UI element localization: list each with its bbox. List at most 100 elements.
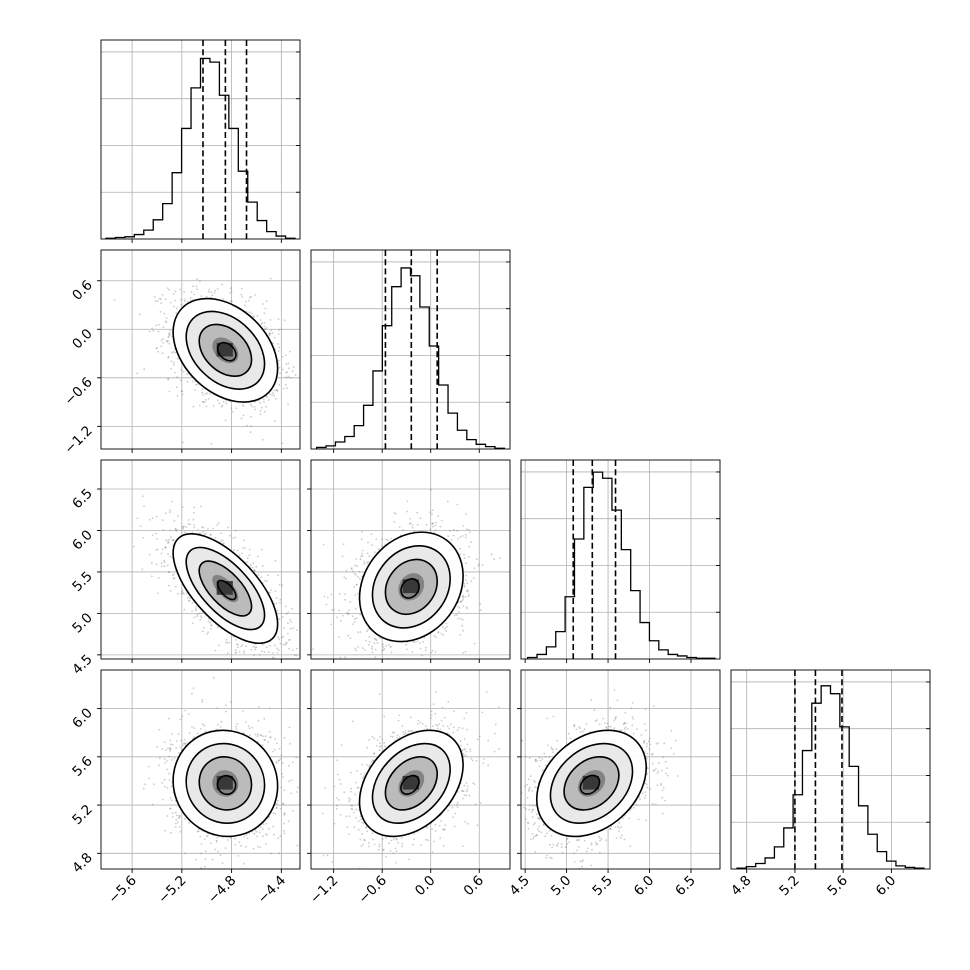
sample-point <box>235 651 238 654</box>
sample-point <box>169 329 172 332</box>
sample-point <box>462 594 464 597</box>
sample-point <box>198 404 201 407</box>
sample-point <box>457 605 459 608</box>
sample-point <box>243 652 246 654</box>
sample-point <box>288 639 290 641</box>
sample-point <box>166 341 169 343</box>
sample-point <box>187 519 190 521</box>
sample-point <box>281 355 284 358</box>
sample-point <box>225 641 227 644</box>
sample-point <box>173 363 175 366</box>
sample-point <box>246 561 249 563</box>
sample-point <box>249 564 252 567</box>
sample-point <box>473 567 476 570</box>
sample-point <box>463 553 465 556</box>
sample-point <box>142 537 145 539</box>
sample-point <box>341 555 344 558</box>
sample-point <box>170 360 173 363</box>
sample-point <box>466 582 468 585</box>
sample-point <box>240 417 243 420</box>
sample-point <box>308 640 310 642</box>
sample-point <box>381 538 384 540</box>
sample-point <box>431 523 434 525</box>
sample-point <box>193 293 196 296</box>
sample-point <box>157 577 160 579</box>
sample-point <box>376 665 378 667</box>
sample-point <box>196 288 198 291</box>
sample-point <box>271 656 274 659</box>
sample-point <box>274 644 276 647</box>
sample-point <box>265 300 268 303</box>
sample-point <box>416 511 419 514</box>
sample-point <box>251 405 253 408</box>
sample-point <box>465 579 467 581</box>
sample-point <box>194 608 197 610</box>
sample-point <box>229 292 231 294</box>
sample-point <box>168 571 171 574</box>
sample-point <box>287 403 289 406</box>
sample-point <box>296 682 298 684</box>
sample-point <box>326 596 329 599</box>
sample-point <box>265 646 268 649</box>
sample-point <box>162 326 165 329</box>
sample-point <box>281 442 284 445</box>
sample-point <box>188 599 191 602</box>
sample-point <box>266 396 268 399</box>
sample-point <box>454 660 456 662</box>
sample-point <box>241 403 244 406</box>
sample-point <box>232 537 235 539</box>
sample-point <box>409 517 411 520</box>
sample-point <box>172 293 175 295</box>
sample-point <box>338 636 341 638</box>
pair-content <box>101 488 310 684</box>
sample-point <box>282 627 285 629</box>
sample-point <box>379 637 381 640</box>
sample-point <box>331 609 333 611</box>
sample-point <box>176 307 178 310</box>
sample-point <box>361 549 364 552</box>
sample-point <box>191 380 194 383</box>
sample-point <box>431 522 434 525</box>
sample-point <box>194 389 196 391</box>
sample-point <box>226 526 229 529</box>
sample-point <box>250 312 253 315</box>
sample-point <box>231 300 234 303</box>
sample-point <box>263 410 266 413</box>
sample-point <box>406 500 409 503</box>
sample-point <box>195 285 198 288</box>
sample-point <box>357 645 359 648</box>
sample-point <box>207 528 209 530</box>
sample-point <box>444 627 447 630</box>
sample-point <box>285 642 287 644</box>
sample-point <box>168 332 171 335</box>
sample-point <box>448 529 451 532</box>
sample-point <box>406 648 408 651</box>
sample-point <box>368 635 371 638</box>
sample-point <box>228 641 231 644</box>
sample-point <box>155 324 158 327</box>
sample-point <box>185 592 188 595</box>
sample-point <box>164 546 167 548</box>
sample-point <box>355 583 358 586</box>
sample-point <box>250 403 252 406</box>
sample-point <box>439 525 442 528</box>
sample-point <box>266 580 268 583</box>
sample-point <box>256 555 259 558</box>
sample-point <box>256 666 258 668</box>
sample-point <box>453 614 456 617</box>
sample-point <box>467 590 469 593</box>
sample-point <box>296 629 298 631</box>
sample-point <box>217 522 220 524</box>
sample-point <box>151 327 154 330</box>
sample-point <box>364 649 366 651</box>
sample-point <box>277 318 280 321</box>
sample-point <box>284 643 287 646</box>
sample-point <box>357 592 359 595</box>
sample-point <box>238 554 241 557</box>
x-tick-label: 5.6 <box>824 873 851 900</box>
sample-point <box>285 613 288 615</box>
sample-point <box>272 392 274 394</box>
sample-point <box>155 347 158 350</box>
sample-point <box>139 525 142 528</box>
sample-point <box>201 388 204 391</box>
